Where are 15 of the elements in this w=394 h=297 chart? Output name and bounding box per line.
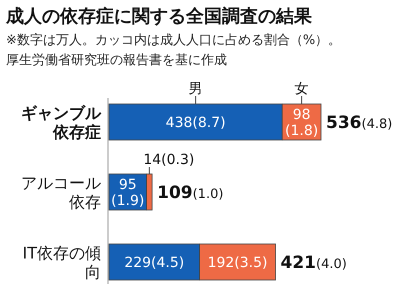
y-tick-label: アルコール依存 bbox=[21, 174, 101, 212]
data-label: 229(4.5) bbox=[124, 255, 184, 271]
total-label: 421(4.0) bbox=[280, 253, 347, 273]
y-tick-label: ギャンブル依存症 bbox=[21, 104, 102, 142]
y-tick-label: IT依存の傾向 bbox=[22, 244, 101, 282]
data-label: 438(8.7) bbox=[166, 115, 226, 131]
series-label: 男 bbox=[188, 81, 203, 97]
chart-subtitle: ※数字は万人。カッコ内は成人人口に占める割合（%）。 bbox=[6, 32, 342, 48]
total-label: 536(4.8) bbox=[326, 113, 392, 133]
chart-title: 成人の依存症に関する全国調査の結果 bbox=[5, 6, 313, 27]
data-label: 14(0.3) bbox=[143, 152, 194, 168]
series-label: 女 bbox=[294, 81, 309, 97]
data-label: 192(3.5) bbox=[208, 255, 268, 271]
text: 厚生労働省研究班の報告書を基に作成 bbox=[6, 53, 227, 68]
total-label: 109(1.0) bbox=[157, 183, 224, 203]
